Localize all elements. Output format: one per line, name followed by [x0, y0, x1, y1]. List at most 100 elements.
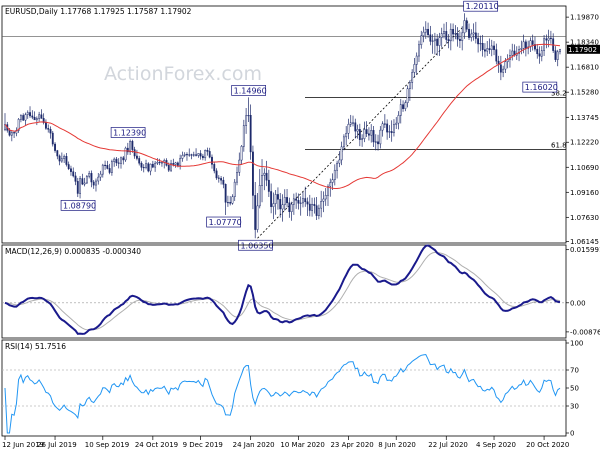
- candle: [24, 112, 27, 126]
- candle: [461, 26, 464, 51]
- time-axis-label: 24 Oct 2019: [135, 441, 178, 449]
- candle: [201, 153, 204, 161]
- price-axis-label: 1.07630: [570, 214, 599, 222]
- candle-body: [242, 125, 245, 147]
- candle: [422, 26, 425, 43]
- candle: [290, 201, 293, 221]
- candle: [92, 180, 95, 189]
- candle-body: [208, 151, 211, 158]
- candle-body: [452, 28, 455, 35]
- candle-body: [292, 198, 295, 205]
- candle-body: [411, 72, 414, 83]
- candle: [4, 113, 6, 132]
- candle: [399, 98, 402, 124]
- candle-body: [402, 104, 404, 109]
- candle: [190, 153, 193, 160]
- candle: [97, 172, 100, 185]
- candle: [499, 55, 502, 81]
- candle-body: [440, 33, 443, 38]
- candle: [254, 181, 257, 239]
- candle-body: [418, 44, 420, 57]
- macd-panel-frame: [1, 244, 567, 339]
- candle: [354, 118, 357, 139]
- candle-body: [456, 33, 459, 40]
- candle-body: [349, 122, 352, 125]
- candle-body: [76, 181, 79, 194]
- candle: [393, 119, 395, 137]
- candle-body: [19, 115, 22, 120]
- candle-body: [397, 115, 400, 124]
- time-axis-label: 4 Sep 2020: [476, 441, 516, 449]
- candle-body: [245, 115, 248, 126]
- candle: [443, 23, 445, 39]
- rsi-panel: RSI(14) 51.7516 100 70 50 30 0: [1, 340, 583, 438]
- candle: [29, 106, 31, 118]
- candle: [154, 161, 157, 172]
- price-label-text: 1.20110: [466, 2, 499, 11]
- candle-body: [181, 155, 184, 159]
- candle-body: [374, 141, 377, 143]
- price-axis-label: 1.15280: [570, 89, 599, 97]
- candle-body: [186, 154, 188, 156]
- candle: [304, 186, 307, 207]
- candle-body: [258, 185, 261, 207]
- candle: [247, 97, 250, 122]
- candle: [347, 118, 350, 140]
- candle: [379, 126, 382, 149]
- candle-body: [363, 129, 366, 139]
- candle: [404, 100, 407, 112]
- candle: [297, 193, 300, 210]
- candle: [22, 113, 25, 121]
- candle: [549, 30, 552, 44]
- candle: [368, 127, 370, 141]
- time-axis-label: 10 Mar 2020: [280, 441, 324, 449]
- candle-body: [17, 119, 20, 131]
- price-label-box: [231, 85, 267, 96]
- price-label-box: [463, 0, 499, 12]
- candle: [204, 149, 207, 161]
- candle: [281, 194, 284, 222]
- candle-body: [13, 132, 16, 134]
- candle-body: [549, 37, 552, 39]
- candle: [31, 110, 34, 120]
- candle: [511, 43, 514, 61]
- candle-body: [215, 170, 218, 179]
- candle-body: [315, 205, 318, 216]
- candle: [85, 174, 88, 184]
- candle: [54, 142, 56, 153]
- price-label-text: 1.12390: [113, 128, 146, 137]
- candle: [324, 188, 327, 206]
- candle-body: [142, 167, 145, 169]
- candle: [120, 156, 122, 169]
- current-price-marker: 1.17902: [567, 44, 600, 54]
- candle-body: [33, 116, 36, 121]
- candle-body: [115, 158, 118, 164]
- candle: [49, 126, 52, 139]
- candle: [151, 160, 154, 169]
- candle: [135, 149, 138, 161]
- candle-body: [545, 38, 548, 41]
- candle-body: [220, 178, 223, 181]
- candle: [133, 146, 136, 159]
- candle-body: [51, 132, 54, 145]
- candle-body: [231, 196, 234, 204]
- candle: [390, 120, 393, 142]
- candle: [420, 30, 423, 49]
- candle-body: [176, 162, 179, 166]
- candle-body: [211, 156, 213, 165]
- candle: [19, 114, 22, 123]
- candle: [158, 158, 161, 166]
- candle: [63, 154, 66, 164]
- candle: [402, 100, 404, 112]
- candle-body: [295, 198, 298, 201]
- price-axis-label: 1.06145: [570, 238, 599, 246]
- candle: [231, 194, 234, 205]
- candle-body: [49, 129, 52, 134]
- candle-body: [172, 163, 175, 165]
- candle: [242, 119, 245, 152]
- candle-body: [192, 154, 195, 156]
- candle-body: [29, 112, 31, 117]
- candle-body: [286, 197, 288, 204]
- candle-body: [47, 128, 50, 130]
- candle-body: [370, 130, 373, 136]
